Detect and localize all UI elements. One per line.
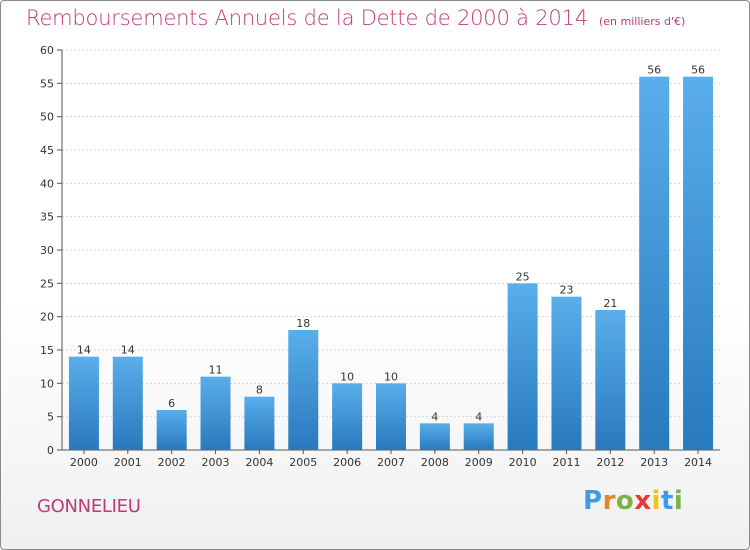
y-tick-label: 40 [40,177,54,190]
data-label-2004: 8 [256,384,263,397]
x-tick-label-2004: 2004 [245,456,273,469]
x-tick-label-2008: 2008 [421,456,449,469]
data-label-2003: 11 [209,364,223,377]
bar-2005 [288,330,319,450]
x-tick-label-2014: 2014 [684,456,712,469]
x-tick-label-2011: 2011 [552,456,580,469]
y-tick-label: 35 [40,211,54,224]
y-tick-label: 55 [40,77,54,90]
y-tick-label: 0 [47,444,54,457]
bar-2011 [551,296,582,450]
chart-header: Remboursements Annuels de la Dette de 20… [26,6,685,30]
logo-letter: i [673,486,684,516]
bar-2013 [639,76,670,451]
y-tick-label: 10 [40,377,54,390]
bar-2002 [156,410,187,450]
y-tick-label: 60 [40,44,54,57]
bar-2004 [244,396,275,450]
bars [68,76,714,451]
data-label-2011: 23 [559,284,573,297]
labels: 14 2000 14 2001 6 2002 11 2003 8 2004 18 2005 10 2006… [70,64,712,469]
x-tick-label-2003: 2003 [202,456,230,469]
chart-unit: (en milliers d'€) [599,15,686,28]
data-label-2001: 14 [121,344,135,357]
logo-letter: x [634,486,652,516]
bar-2009 [463,423,494,450]
x-tick-label-2007: 2007 [377,456,405,469]
x-tick-label-2009: 2009 [465,456,493,469]
x-tick-label-2000: 2000 [70,456,98,469]
data-label-2008: 4 [431,410,438,423]
commune-name: GONNELIEU [37,496,141,517]
bar-2007 [376,383,406,450]
y-tick-label: 20 [40,311,54,324]
y-tick-label: 45 [40,144,54,157]
proxiti-logo: Proxiti [583,486,683,516]
data-label-2012: 21 [603,297,617,310]
data-label-2000: 14 [77,344,91,357]
data-label-2007: 10 [384,370,398,383]
x-tick-label-2005: 2005 [289,456,317,469]
data-label-2006: 10 [340,370,354,383]
logo-letter: i [651,486,661,516]
data-label-2005: 18 [296,317,310,330]
bar-2006 [332,383,363,450]
x-tick-label-2002: 2002 [158,456,186,469]
x-tick-label-2006: 2006 [333,456,361,469]
logo-letter: t [660,486,674,516]
logo-letter: P [583,486,603,516]
bar-2014 [683,76,714,451]
y-tick-label: 25 [40,277,54,290]
y-tick-label: 15 [40,344,54,357]
data-label-2002: 6 [168,397,175,410]
data-label-2010: 25 [516,270,530,283]
x-tick-label-2012: 2012 [596,456,624,469]
y-tick-label: 5 [47,411,54,424]
bar-2010 [507,283,538,450]
data-label-2009: 4 [475,410,482,423]
x-tick-label-2013: 2013 [640,456,668,469]
y-tick-label: 30 [40,244,54,257]
bar-2001 [112,356,143,450]
axes: 0 5 10 15 20 25 30 35 40 45 50 55 60 [40,44,720,457]
logo-letter: o [615,486,635,516]
logo-letter: r [602,486,616,516]
chart-title: Remboursements Annuels de la Dette de 20… [26,6,588,30]
data-label-2014: 56 [691,64,705,77]
x-tick-label-2010: 2010 [509,456,537,469]
bar-2003 [200,376,231,450]
data-label-2013: 56 [647,64,661,77]
bar-2012 [595,310,626,450]
x-tick-label-2001: 2001 [114,456,142,469]
y-tick-label: 50 [40,111,54,124]
bar-2000 [68,356,99,450]
bar-2008 [419,423,450,450]
